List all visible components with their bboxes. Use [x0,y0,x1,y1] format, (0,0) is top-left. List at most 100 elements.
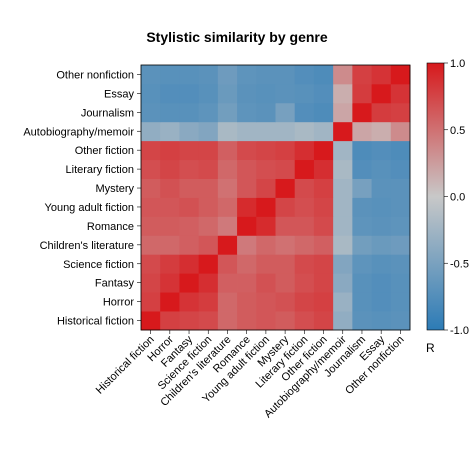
heatmap-cell [313,102,334,123]
heatmap-cell [141,159,161,179]
heatmap-cell [198,216,219,236]
heatmap-cell [217,254,238,274]
heatmap-cell [333,216,353,236]
heatmap-cell [141,311,161,331]
heatmap-cell [313,254,334,274]
heatmap-cell [256,65,276,85]
y-axis-label: Science fiction [63,259,134,271]
heatmap-cell [371,273,392,293]
heatmap-cell [371,311,392,331]
heatmap-cell [371,102,392,123]
heatmap-cell [333,235,353,255]
heatmap-cell [237,254,257,274]
heatmap-cell [275,178,296,198]
heatmap-cell [294,254,315,274]
y-axis-label: Mystery [96,183,135,195]
heatmap-cell [217,292,238,312]
heatmap-cell [333,65,353,85]
heatmap-cell [217,311,238,331]
heatmap-cell [313,65,334,85]
heatmap-cell [390,311,411,331]
heatmap-cell [313,121,334,142]
heatmap-cell [275,83,296,104]
y-axis-labels: Historical fiction Horror Fantasy Science f… [23,69,141,328]
heatmap-cell [371,197,392,217]
heatmap-cell [371,121,392,142]
heatmap-cell [275,140,296,161]
heatmap-cell [275,102,296,123]
heatmap-cell [198,121,219,142]
heatmap-cell [352,216,372,236]
heatmap-cell [160,235,180,255]
heatmap-cell [313,140,334,161]
heatmap-cell [256,235,276,255]
heatmap-cell [179,178,200,198]
heatmap-cell [160,292,180,312]
heatmap-cell [294,197,315,217]
colorbar-ticks: 1.0 0.5 0.0 -0.5 -1.0 [444,58,469,337]
heatmap-cell [179,273,200,293]
heatmap-cell [390,159,411,179]
heatmap-cell [313,273,334,293]
heatmap-cell [352,65,372,85]
heatmap-cell [352,140,372,161]
heatmap-cell [237,292,257,312]
heatmap-cell [390,121,411,142]
heatmap-cell [160,254,180,274]
heatmap-cell [313,235,334,255]
heatmap-cell [275,254,296,274]
heatmap-cell [198,83,219,104]
heatmap-cell [141,65,161,85]
heatmap-cell [371,235,392,255]
heatmap-cell [352,254,372,274]
heatmap-cell [179,197,200,217]
y-axis-label: Other nonfiction [56,69,134,81]
heatmap-cell [390,140,411,161]
heatmap-cell [294,121,315,142]
heatmap-cell [390,254,411,274]
heatmap-cell [333,102,353,123]
heatmap-cell [352,121,372,142]
heatmap-cell [390,292,411,312]
heatmap-cell [256,216,276,236]
heatmap-cell [160,159,180,179]
y-axis-label: Fantasy [95,278,135,290]
heatmap-cell [390,65,411,85]
heatmap-cell [179,83,200,104]
heatmap-cell [237,65,257,85]
heatmap-cell [371,178,392,198]
heatmap-cell [390,102,411,123]
heatmap-cell [198,273,219,293]
heatmap-cell [160,178,180,198]
heatmap-cell [141,292,161,312]
heatmap-cell [141,254,161,274]
heatmap-cell [313,216,334,236]
heatmap-cell [160,140,180,161]
y-axis-label: Essay [104,88,134,100]
colorbar-tick-label: 0.0 [450,192,465,204]
heatmap-cell [256,273,276,293]
heatmap-cell [275,121,296,142]
heatmap-cell [371,159,392,179]
heatmap-cell [198,292,219,312]
heatmap-cell [256,178,276,198]
heatmap-cell [390,197,411,217]
heatmap-cell [275,273,296,293]
heatmap-cell [294,235,315,255]
heatmap-cell [352,197,372,217]
heatmap-cell [198,311,219,331]
heatmap-cell [179,121,200,142]
heatmap-cell [179,292,200,312]
heatmap-cell [313,83,334,104]
x-axis-label: Historical fiction [94,334,157,397]
heatmap-cell [333,83,353,104]
heatmap-cell [198,140,219,161]
heatmap-cell [237,83,257,104]
y-axis-label: Autobiography/memoir [23,126,134,138]
heatmap-cell [275,311,296,331]
plot-border [140,64,411,331]
heatmap-cell [352,159,372,179]
heatmap-cell [275,235,296,255]
heatmap-cell [198,254,219,274]
